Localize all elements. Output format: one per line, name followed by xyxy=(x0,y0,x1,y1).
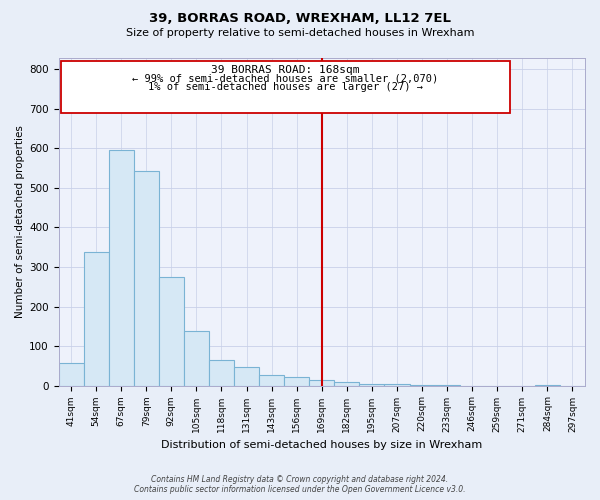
Text: Size of property relative to semi-detached houses in Wrexham: Size of property relative to semi-detach… xyxy=(126,28,474,38)
Bar xyxy=(410,385,434,386)
Text: 1% of semi-detached houses are larger (27) →: 1% of semi-detached houses are larger (2… xyxy=(148,82,423,92)
Bar xyxy=(284,377,309,386)
Text: 39, BORRAS ROAD, WREXHAM, LL12 7EL: 39, BORRAS ROAD, WREXHAM, LL12 7EL xyxy=(149,12,451,26)
Bar xyxy=(334,382,359,386)
Bar xyxy=(109,150,134,386)
Bar xyxy=(134,171,159,386)
Bar xyxy=(61,62,510,113)
Bar xyxy=(259,374,284,386)
Bar xyxy=(159,277,184,386)
Text: ← 99% of semi-detached houses are smaller (2,070): ← 99% of semi-detached houses are smalle… xyxy=(132,74,439,84)
Text: 39 BORRAS ROAD: 168sqm: 39 BORRAS ROAD: 168sqm xyxy=(211,64,359,74)
X-axis label: Distribution of semi-detached houses by size in Wrexham: Distribution of semi-detached houses by … xyxy=(161,440,482,450)
Bar xyxy=(184,332,209,386)
Bar xyxy=(209,360,234,386)
Text: Contains HM Land Registry data © Crown copyright and database right 2024.
Contai: Contains HM Land Registry data © Crown c… xyxy=(134,474,466,494)
Bar xyxy=(83,252,109,386)
Bar xyxy=(309,380,334,386)
Bar xyxy=(234,367,259,386)
Y-axis label: Number of semi-detached properties: Number of semi-detached properties xyxy=(15,125,25,318)
Bar xyxy=(59,363,83,386)
Bar xyxy=(385,384,410,386)
Bar xyxy=(359,384,385,386)
